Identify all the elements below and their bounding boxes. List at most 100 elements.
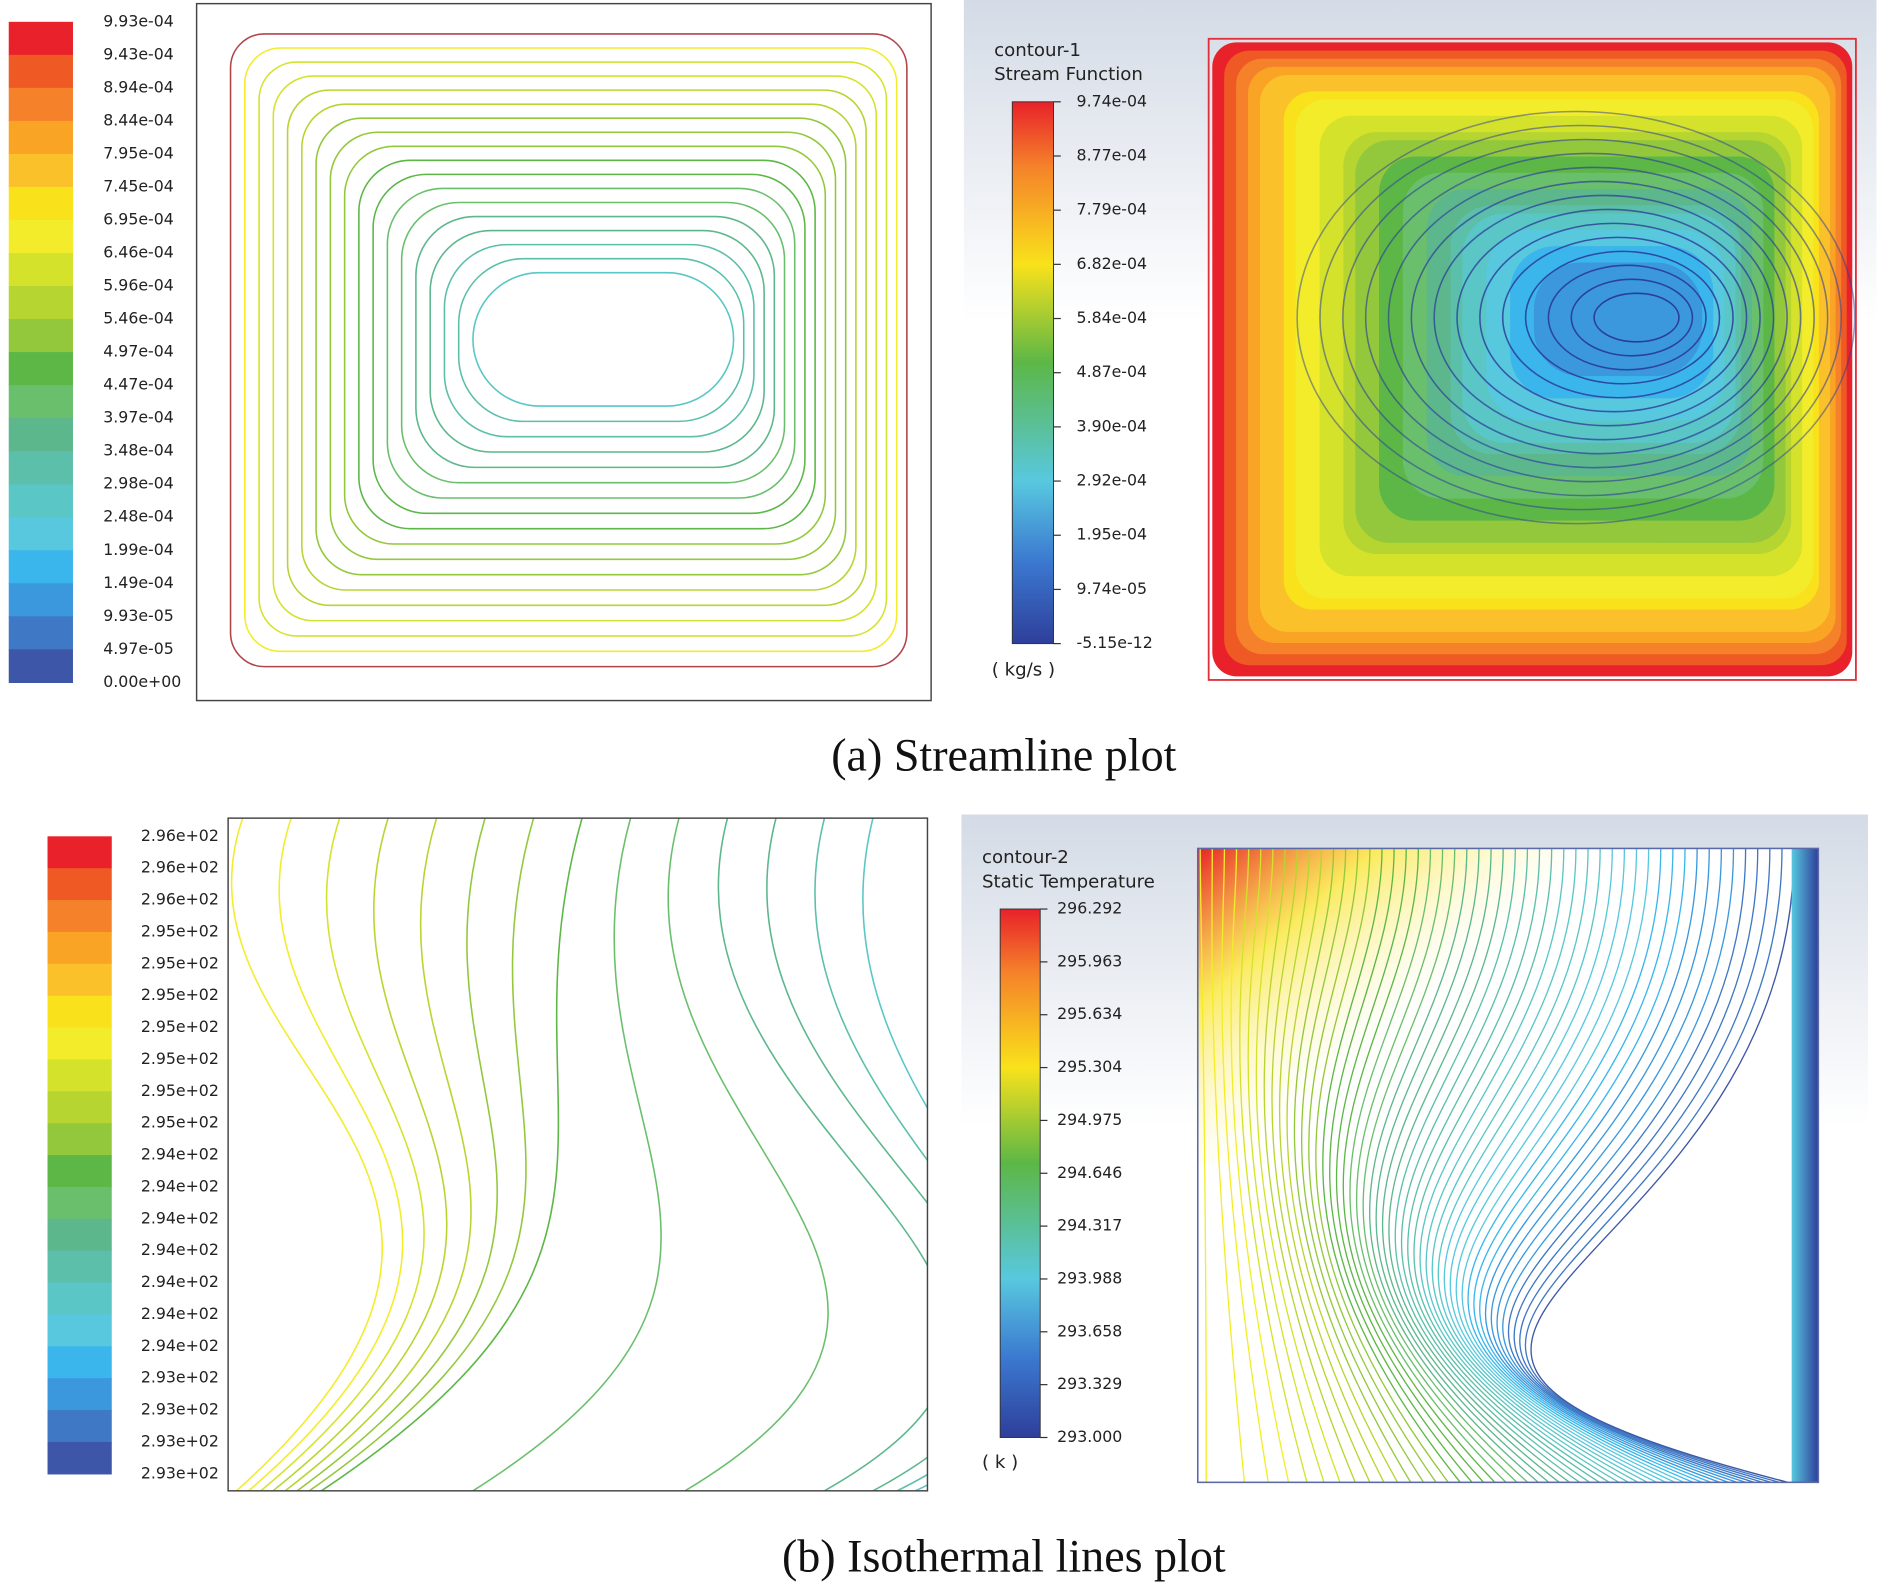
stream-contour-line	[1570, 278, 1694, 357]
isotherm	[1308, 848, 1437, 1483]
legend-label: 2.94e+02	[141, 1208, 219, 1227]
isotherm	[1349, 848, 1507, 1483]
isotherm	[1484, 848, 1721, 1483]
legend-swatch	[47, 1027, 112, 1061]
contour-variable: Stream Function	[994, 64, 1143, 85]
isotherm	[472, 818, 662, 1491]
legend-label: 296.292	[1057, 899, 1122, 918]
legend-label: 8.44e-04	[103, 110, 173, 129]
legend-label: 2.48e-04	[103, 507, 173, 526]
streamline	[329, 131, 837, 561]
legend-swatch	[8, 87, 73, 122]
plot-frame	[227, 817, 929, 1492]
legend-swatch	[8, 385, 73, 419]
legend-label: 2.93e+02	[141, 1431, 219, 1450]
isotherm-contour	[1197, 848, 1819, 1483]
isotherm	[296, 818, 498, 1491]
isotherm	[1400, 848, 1590, 1483]
legend-label: 2.96e+02	[141, 858, 219, 877]
legend-label: 1.49e-04	[103, 573, 173, 592]
streamlines	[229, 33, 908, 668]
legend-label: 2.95e+02	[141, 1081, 219, 1100]
legend-swatch	[47, 868, 112, 901]
isotherm	[1388, 848, 1570, 1483]
plots	[229, 33, 1857, 1491]
isotherm	[1508, 848, 1755, 1483]
streamline	[258, 61, 888, 637]
isotherm	[1431, 848, 1639, 1483]
isotherm	[1368, 848, 1539, 1483]
legend-label: 2.93e+02	[141, 1368, 219, 1387]
isotherm	[1300, 848, 1425, 1483]
isotherm	[1443, 848, 1657, 1483]
isotherm	[814, 818, 928, 1491]
legend-swatch	[8, 583, 73, 617]
streamline	[229, 33, 908, 668]
isotherm	[1255, 848, 1341, 1483]
legend-label: 8.77e-04	[1077, 145, 1147, 164]
streamline	[315, 117, 847, 576]
legend-swatch	[8, 550, 73, 584]
isotherm	[1437, 848, 1648, 1483]
legend-label: 2.95e+02	[141, 1049, 219, 1068]
stream-contour	[1207, 37, 1857, 681]
isotherm	[1293, 848, 1412, 1483]
legend-swatch	[47, 900, 112, 933]
streamline	[343, 145, 827, 545]
legend-label: 8.94e-04	[103, 77, 173, 96]
legend-label: 2.96e+02	[141, 826, 219, 845]
legend-label: 2.94e+02	[141, 1304, 219, 1323]
legend-label: 2.95e+02	[141, 985, 219, 1004]
isotherm	[1375, 848, 1550, 1483]
isotherm	[248, 818, 404, 1491]
isotherm	[308, 818, 535, 1491]
isotherm	[1355, 848, 1518, 1483]
plot-frame	[1207, 37, 1857, 681]
legend-swatch	[47, 1218, 112, 1252]
legend-label: 9.74e-05	[1077, 579, 1147, 598]
legend-label: 9.74e-04	[1077, 91, 1147, 110]
isotherm	[1530, 848, 1795, 1483]
legend-swatch	[8, 484, 73, 518]
legend-label: 1.95e-04	[1077, 525, 1147, 544]
stream-contour-line	[1501, 236, 1734, 399]
legend-swatch	[8, 517, 73, 551]
legend-label: 294.975	[1057, 1110, 1122, 1129]
isotherm	[1271, 848, 1371, 1483]
isotherm	[1490, 848, 1729, 1483]
legend-swatch	[8, 418, 73, 452]
legend-label: 2.96e+02	[141, 890, 219, 909]
legend-swatch	[47, 1441, 112, 1475]
unit: ( k )	[982, 1452, 1018, 1473]
streamline	[358, 159, 816, 530]
legend-label: 2.94e+02	[141, 1272, 219, 1291]
isotherm	[1263, 848, 1356, 1483]
isotherms	[230, 818, 928, 1491]
legend-swatch	[47, 995, 112, 1029]
legend-label: -5.15e-12	[1077, 633, 1153, 652]
legend-label: 7.79e-04	[1077, 200, 1147, 219]
isotherm	[1455, 848, 1676, 1483]
legend-label: 2.94e+02	[141, 1240, 219, 1259]
legend-label: 5.46e-04	[103, 309, 173, 328]
isotherm	[717, 818, 928, 1491]
isotherm	[667, 818, 829, 1491]
contour-variable: Static Temperature	[982, 871, 1155, 892]
legend-label: 2.94e+02	[141, 1176, 219, 1195]
legend-swatch	[47, 1346, 112, 1379]
legend-label: 293.988	[1057, 1268, 1122, 1287]
legend-swatch	[8, 286, 73, 320]
legend-swatch	[47, 1410, 112, 1443]
legend-swatch	[47, 1155, 112, 1188]
legend-label: 3.97e-04	[103, 408, 173, 427]
isotherm	[1467, 848, 1694, 1483]
stream-contour-line	[1342, 138, 1829, 497]
legend-label: 3.48e-04	[103, 441, 173, 460]
legend-swatch	[47, 836, 112, 869]
streamline	[457, 257, 745, 423]
legend-label: 6.95e-04	[103, 209, 173, 228]
legend-label: 2.98e-04	[103, 474, 173, 493]
stream-contour-line	[1387, 166, 1802, 469]
streamline	[301, 103, 857, 591]
